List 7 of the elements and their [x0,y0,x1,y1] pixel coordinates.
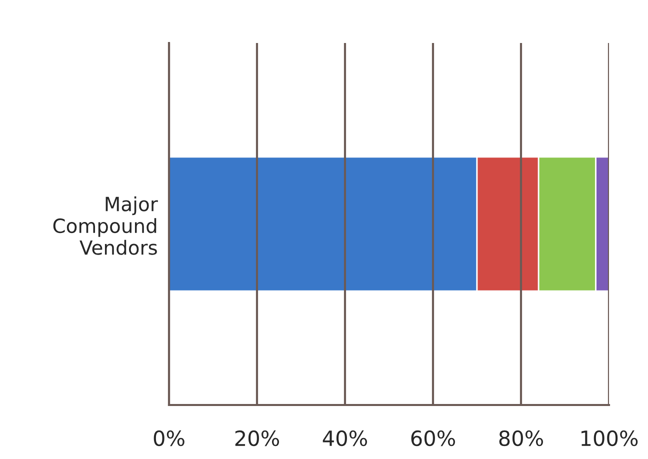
x-tick-label: 100% [582,430,638,446]
x-tick-label: 0% [154,430,184,446]
x-tick-label: 80% [499,430,544,446]
y-tick-label: Major Compound Vendors [53,196,158,255]
x-tick-label: 40% [322,430,368,446]
x-tick-label: 60% [411,430,456,446]
x-tick-label: 20% [235,430,280,446]
